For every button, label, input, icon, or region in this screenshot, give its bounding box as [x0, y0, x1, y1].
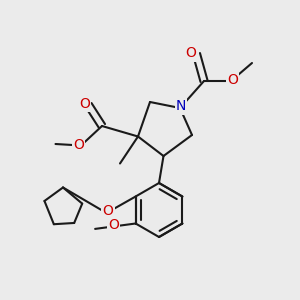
Text: O: O: [73, 138, 84, 152]
Text: O: O: [227, 73, 238, 86]
Text: O: O: [108, 218, 119, 232]
Text: O: O: [80, 97, 90, 111]
Text: O: O: [186, 46, 196, 60]
Text: N: N: [176, 100, 186, 113]
Text: O: O: [103, 204, 113, 218]
